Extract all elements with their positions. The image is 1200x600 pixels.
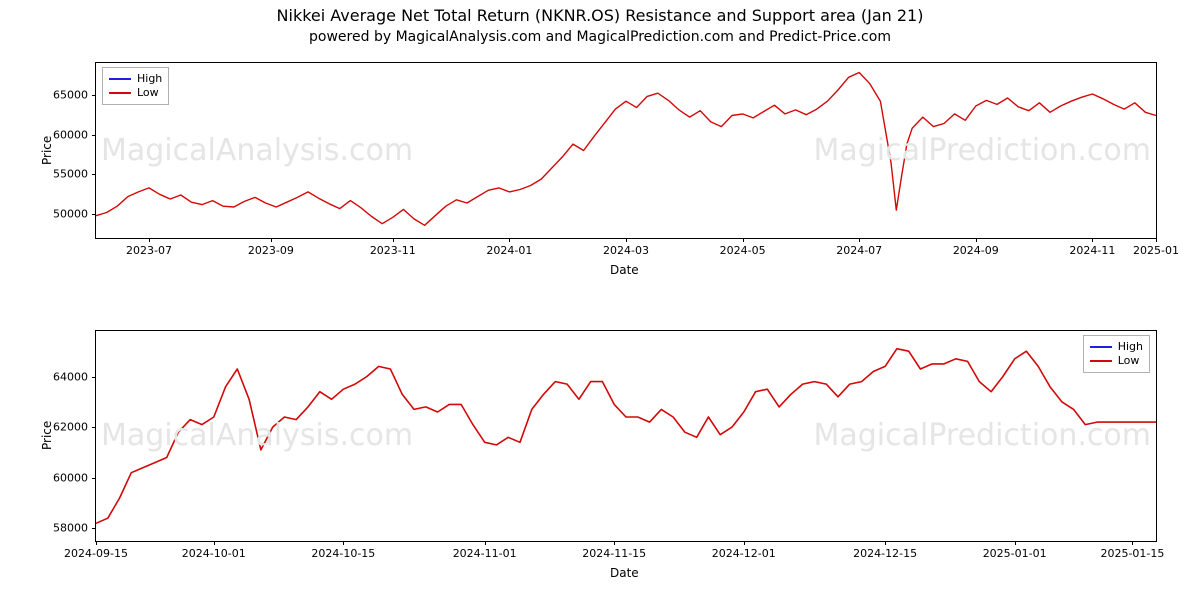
ytick-label: 65000 [53, 88, 96, 101]
ytick-label: 62000 [53, 421, 96, 434]
xtick-label: 2024-10-01 [182, 541, 246, 560]
figure: Nikkei Average Net Total Return (NKNR.OS… [0, 0, 1200, 600]
ylabel-top: Price [40, 135, 54, 164]
legend-swatch-low [109, 92, 131, 94]
xlabel-bottom: Date [610, 566, 639, 580]
price-line-low [96, 73, 1156, 226]
xtick-label: 2024-05 [720, 238, 766, 257]
xtick-label: 2024-11-01 [453, 541, 517, 560]
xtick-label: 2024-11-15 [582, 541, 646, 560]
legend-row-high: High [1090, 340, 1143, 354]
chart-bottom-plot [96, 331, 1156, 541]
ytick-label: 58000 [53, 522, 96, 535]
xtick-label: 2023-07 [126, 238, 172, 257]
xtick-label: 2023-09 [248, 238, 294, 257]
xtick-label: 2024-12-15 [853, 541, 917, 560]
chart-top-plot [96, 63, 1156, 238]
figure-subtitle: powered by MagicalAnalysis.com and Magic… [0, 25, 1200, 49]
xtick-label: 2023-11 [370, 238, 416, 257]
xtick-label: 2024-07 [836, 238, 882, 257]
xtick-label: 2025-01-01 [983, 541, 1047, 560]
legend-label-high: High [1118, 340, 1143, 354]
xtick-label: 2024-03 [603, 238, 649, 257]
legend-top: High Low [102, 67, 169, 105]
legend-swatch-high [1090, 346, 1112, 348]
xtick-label: 2025-01-15 [1100, 541, 1164, 560]
xtick-label: 2024-01 [486, 238, 532, 257]
xtick-label: 2024-12-01 [712, 541, 776, 560]
legend-swatch-high [109, 78, 131, 80]
legend-swatch-low [1090, 360, 1112, 362]
ytick-label: 60000 [53, 471, 96, 484]
legend-row-high: High [109, 72, 162, 86]
xtick-label: 2025-01 [1133, 238, 1179, 257]
ytick-label: 50000 [53, 208, 96, 221]
ylabel-bottom: Price [40, 421, 54, 450]
legend-label-low: Low [137, 86, 159, 100]
xtick-label: 2024-09-15 [64, 541, 128, 560]
ytick-label: 60000 [53, 128, 96, 141]
legend-label-high: High [137, 72, 162, 86]
xtick-label: 2024-11 [1069, 238, 1115, 257]
legend-label-low: Low [1118, 354, 1140, 368]
xtick-label: 2024-10-15 [311, 541, 375, 560]
price-line-low [96, 349, 1156, 524]
ytick-label: 64000 [53, 370, 96, 383]
legend-bottom: High Low [1083, 335, 1150, 373]
figure-title: Nikkei Average Net Total Return (NKNR.OS… [0, 0, 1200, 25]
legend-row-low: Low [109, 86, 162, 100]
legend-row-low: Low [1090, 354, 1143, 368]
xtick-label: 2024-09 [953, 238, 999, 257]
xlabel-top: Date [610, 263, 639, 277]
chart-top: MagicalAnalysis.com MagicalPrediction.co… [95, 62, 1157, 239]
ytick-label: 55000 [53, 168, 96, 181]
chart-bottom: MagicalAnalysis.com MagicalPrediction.co… [95, 330, 1157, 542]
